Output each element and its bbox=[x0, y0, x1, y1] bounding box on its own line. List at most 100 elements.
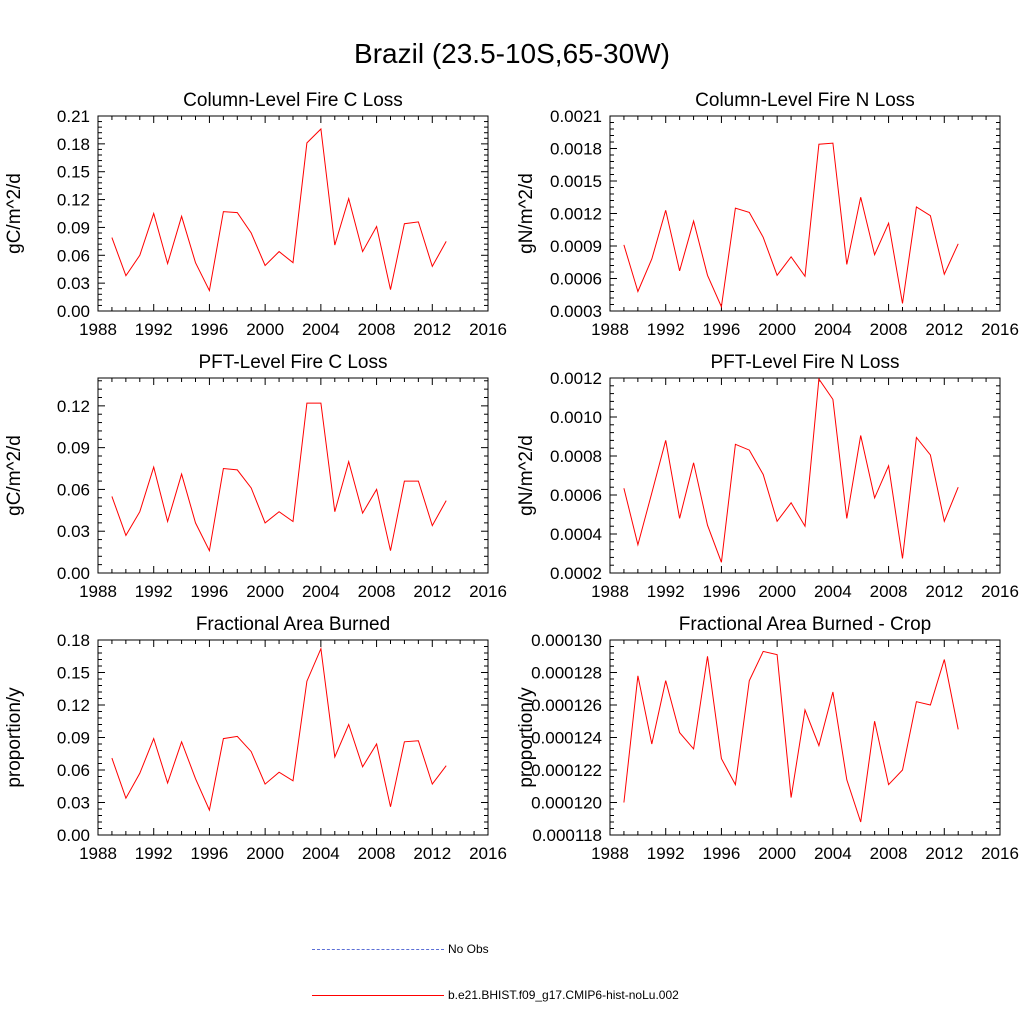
plot-frame bbox=[97, 639, 489, 836]
x-tick-label: 2004 bbox=[302, 844, 340, 863]
x-tick-label: 2000 bbox=[758, 844, 796, 863]
x-tick-label: 2004 bbox=[814, 844, 852, 863]
y-axis-label: proportion/y bbox=[516, 687, 537, 788]
y-tick-label: 0.09 bbox=[57, 218, 90, 237]
x-tick-label: 2008 bbox=[870, 582, 908, 601]
chart-panel: PFT-Level Fire N Loss gN/m^2/d 1988 1992 199… bbox=[516, 352, 1019, 601]
y-axis-label: gC/m^2/d bbox=[4, 173, 25, 254]
y-tick-label: 0.0006 bbox=[550, 486, 602, 505]
y-tick-label: 0.03 bbox=[57, 522, 90, 541]
x-tick-label: 2000 bbox=[758, 582, 796, 601]
chart-panel: Column-Level Fire N Loss gN/m^2/d 1988 1992… bbox=[516, 90, 1019, 339]
x-tick-label: 1988 bbox=[79, 844, 117, 863]
series-line bbox=[111, 402, 447, 553]
x-tick-label: 2016 bbox=[469, 320, 507, 339]
y-axis-label: gC/m^2/d bbox=[4, 435, 25, 516]
y-tick-label: 0.0003 bbox=[550, 302, 602, 321]
plot-frame bbox=[97, 115, 489, 312]
x-tick-label: 1996 bbox=[191, 844, 229, 863]
y-axis-label: proportion/y bbox=[4, 687, 25, 788]
series-line bbox=[623, 650, 959, 823]
x-tick-label: 2016 bbox=[469, 844, 507, 863]
x-tick-label: 2000 bbox=[758, 320, 796, 339]
x-tick-label: 2004 bbox=[814, 320, 852, 339]
x-tick-label: 2008 bbox=[358, 844, 396, 863]
chart-panel: PFT-Level Fire C Loss gC/m^2/d 1988 1992 199… bbox=[4, 352, 507, 601]
x-tick-label: 2004 bbox=[302, 582, 340, 601]
series-line bbox=[623, 142, 959, 309]
plot-frame bbox=[609, 115, 1001, 312]
y-tick-label: 0.15 bbox=[57, 163, 90, 182]
y-tick-label: 0.15 bbox=[57, 664, 90, 683]
x-tick-label: 2012 bbox=[413, 844, 451, 863]
legend-obs-label: No Obs bbox=[448, 942, 489, 956]
x-tick-label: 1996 bbox=[703, 320, 741, 339]
y-tick-label: 0.06 bbox=[57, 761, 90, 780]
x-tick-label: 1992 bbox=[647, 844, 685, 863]
panel-title: Column-Level Fire C Loss bbox=[183, 90, 403, 111]
panel-title: PFT-Level Fire N Loss bbox=[711, 352, 900, 373]
x-tick-label: 1996 bbox=[191, 582, 229, 601]
x-tick-label: 1996 bbox=[703, 844, 741, 863]
y-tick-label: 0.0002 bbox=[550, 564, 602, 583]
panel-title: PFT-Level Fire C Loss bbox=[199, 352, 388, 373]
series-line bbox=[623, 377, 959, 563]
x-tick-label: 2008 bbox=[358, 320, 396, 339]
y-tick-label: 0.000124 bbox=[531, 729, 602, 748]
x-tick-label: 1988 bbox=[591, 582, 629, 601]
y-tick-label: 0.000126 bbox=[531, 696, 602, 715]
y-tick-label: 0.000120 bbox=[531, 794, 602, 813]
x-tick-label: 1992 bbox=[647, 582, 685, 601]
y-tick-label: 0.0018 bbox=[550, 140, 602, 159]
y-tick-label: 0.03 bbox=[57, 274, 90, 293]
x-tick-label: 2008 bbox=[358, 582, 396, 601]
y-tick-label: 0.0006 bbox=[550, 270, 602, 289]
y-tick-label: 0.0012 bbox=[550, 205, 602, 224]
x-tick-label: 2012 bbox=[413, 582, 451, 601]
x-tick-label: 2000 bbox=[246, 320, 284, 339]
legend-obs-swatch bbox=[312, 948, 444, 950]
plot-frame bbox=[609, 377, 1001, 574]
y-tick-label: 0.18 bbox=[57, 135, 90, 154]
x-tick-label: 1988 bbox=[591, 844, 629, 863]
y-tick-label: 0.000130 bbox=[531, 631, 602, 650]
y-tick-label: 0.21 bbox=[57, 107, 90, 126]
x-tick-label: 1992 bbox=[135, 582, 173, 601]
y-tick-label: 0.0021 bbox=[550, 107, 602, 126]
y-tick-label: 0.0008 bbox=[550, 447, 602, 466]
y-tick-label: 0.0015 bbox=[550, 172, 602, 191]
x-tick-label: 2012 bbox=[925, 582, 963, 601]
y-tick-label: 0.0009 bbox=[550, 237, 602, 256]
y-tick-label: 0.06 bbox=[57, 246, 90, 265]
y-tick-label: 0.000122 bbox=[531, 761, 602, 780]
x-tick-label: 2008 bbox=[870, 844, 908, 863]
chart-panel: Fractional Area Burned proportion/y 1988 19… bbox=[4, 614, 507, 863]
y-tick-label: 0.18 bbox=[57, 631, 90, 650]
x-tick-label: 2008 bbox=[870, 320, 908, 339]
y-axis-label: gN/m^2/d bbox=[516, 435, 537, 516]
x-tick-label: 2004 bbox=[814, 582, 852, 601]
y-tick-label: 0.0010 bbox=[550, 408, 602, 427]
y-tick-label: 0.00 bbox=[57, 826, 90, 845]
series-line bbox=[111, 127, 447, 293]
x-tick-label: 2012 bbox=[413, 320, 451, 339]
panel-title: Fractional Area Burned bbox=[196, 614, 390, 635]
y-tick-label: 0.000128 bbox=[531, 664, 602, 683]
y-tick-label: 0.12 bbox=[57, 191, 90, 210]
y-tick-label: 0.000118 bbox=[532, 826, 602, 845]
x-tick-label: 2012 bbox=[925, 320, 963, 339]
x-tick-label: 2016 bbox=[469, 582, 507, 601]
x-tick-label: 1988 bbox=[79, 320, 117, 339]
figure-title: Brazil (23.5-10S,65-30W) bbox=[354, 38, 670, 69]
x-tick-label: 2000 bbox=[246, 844, 284, 863]
x-tick-label: 1996 bbox=[703, 582, 741, 601]
y-tick-label: 0.12 bbox=[57, 397, 90, 416]
x-tick-label: 2016 bbox=[981, 582, 1019, 601]
y-tick-label: 0.0012 bbox=[550, 369, 602, 388]
x-tick-label: 1992 bbox=[135, 320, 173, 339]
x-tick-label: 2000 bbox=[246, 582, 284, 601]
x-tick-label: 2004 bbox=[302, 320, 340, 339]
y-tick-label: 0.12 bbox=[57, 696, 90, 715]
legend-entry-obs: No Obs bbox=[312, 942, 489, 956]
